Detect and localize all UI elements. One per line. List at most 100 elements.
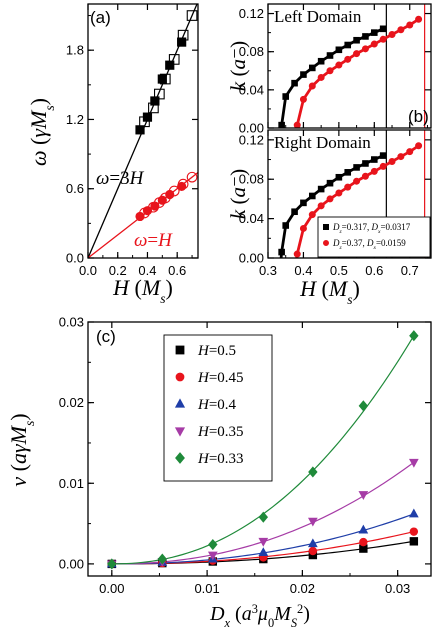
data-point xyxy=(317,73,325,81)
panel-c: 0.00 0.01 0.02 0.030.000.010.020.03(c)Dx (a… xyxy=(6,315,432,630)
panel-bt-title: Left Domain xyxy=(274,7,362,26)
data-point xyxy=(408,458,419,468)
panel-bt-ylabel: k (a⁻) xyxy=(226,41,250,91)
panel-b-xlabel-part: s xyxy=(347,292,352,307)
data-point xyxy=(258,537,269,547)
legend-entry: H=0.45 xyxy=(197,370,244,386)
data-point xyxy=(370,40,378,48)
legend-entry-part: =0.0159 xyxy=(376,238,406,248)
data-point xyxy=(282,93,290,100)
data-point xyxy=(168,54,180,65)
panel-c-ylabel-part: v xyxy=(6,477,31,487)
panel-bb-ylabel: k (a⁻) xyxy=(226,169,250,219)
panel-c-xlabel-part: D xyxy=(209,603,225,625)
panel-a-x-ticklabel: 0.6 xyxy=(168,263,186,278)
data-point xyxy=(409,527,419,536)
panel-bb-ylabel-part: ) xyxy=(226,169,250,176)
panel-c-y-ticklabel: 0.00 xyxy=(59,556,84,571)
data-point xyxy=(308,82,316,90)
panel-c-ylabel: v (aγMs) xyxy=(6,413,37,486)
annotation-omega-3h-part: ω xyxy=(96,168,109,189)
panel-a-y-ticklabel: 0.6 xyxy=(66,181,84,196)
panel-b-xlabel-part: M xyxy=(328,276,349,301)
panel-bb-ylabel-part: a xyxy=(226,187,250,198)
panel-a: 0.0 0.2 0.4 0.60.00.61.21.8(a)ω=3Hω=HH (Ms)… xyxy=(26,3,199,306)
legend-entry-part: H xyxy=(197,343,210,359)
legend-entry-part: H xyxy=(197,451,210,467)
annotation-omega-3h: ω=3H xyxy=(96,168,145,189)
panel-a-xlabel-part: ( xyxy=(129,275,142,300)
legend-marker xyxy=(175,345,185,355)
panel-b-right-domain: 0.3 0.4 0.5 0.6 0.7 0.00 0.04 0.08 0.12 Right Dom… xyxy=(226,129,432,307)
legend-entry-part: H xyxy=(197,424,210,440)
legend-entry-part: =0.35 xyxy=(209,424,244,440)
data-point xyxy=(371,156,378,163)
data-point xyxy=(353,50,361,58)
panel-bb-x-ticklabel: 0.7 xyxy=(401,263,419,278)
legend-entry-part: D xyxy=(371,222,379,232)
data-point xyxy=(388,158,396,166)
data-point xyxy=(353,164,360,171)
panel-a-xlabel-part: s xyxy=(160,291,165,306)
panel-bt-ylabel-part: ( xyxy=(226,70,250,82)
panel-bt-y-ticklabel: 0.08 xyxy=(239,44,264,59)
panel-c-y-ticklabel: 0.01 xyxy=(59,476,84,491)
data-point xyxy=(344,183,352,191)
data-point xyxy=(379,35,387,43)
panel-c-xlabel: Dx (a3μ0MS2) xyxy=(209,602,310,630)
panel-a-y-ticklabel: 1.2 xyxy=(66,112,84,127)
panel-c-x-ticklabel: 0.01 xyxy=(194,581,219,596)
panel-bb-y-ticklabel: 0.08 xyxy=(239,172,264,187)
panel-a-y-ticklabel: 1.8 xyxy=(66,43,84,58)
panel-c-xlabel-part: 0 xyxy=(268,616,274,630)
panel-c-legend: H=0.5H=0.45H=0.4H=0.35H=0.33 xyxy=(163,334,273,482)
panel-bt-frame xyxy=(267,3,432,129)
panel-c-label: (c) xyxy=(96,327,116,346)
data-point xyxy=(358,400,369,412)
data-point xyxy=(415,15,423,23)
panel-c-ylabel-part: ) xyxy=(6,413,31,420)
data-point xyxy=(154,88,165,100)
data-point xyxy=(379,162,387,170)
panel-c-xlabel-part: S xyxy=(291,616,297,630)
data-point xyxy=(362,160,369,167)
data-point xyxy=(353,177,361,185)
panel-a-xlabel-part: M xyxy=(141,275,162,300)
panel-bb-ylabel-part: ( xyxy=(226,198,250,210)
data-point xyxy=(379,152,387,159)
panel-b-xlabel-part: ( xyxy=(316,276,329,301)
legend-entry-part: D xyxy=(366,238,374,248)
panel-c-x-ticklabel: 0.03 xyxy=(385,581,410,596)
legend-entry-part: =0.0317 xyxy=(380,222,410,232)
legend-entry-part: =0.45 xyxy=(209,370,244,386)
panel-b-xlabel-part: H xyxy=(299,276,317,301)
panel-c-xlabel-part: 2 xyxy=(297,602,303,616)
panel-a-xlabel: H (Ms) xyxy=(112,275,173,306)
data-point xyxy=(408,508,419,518)
legend-entry: Dz=0.317, Dx=0.0317 xyxy=(332,222,411,235)
panel-a-plot xyxy=(88,4,198,258)
data-point xyxy=(282,222,290,229)
panel-bb-x-ticklabel: 0.6 xyxy=(365,263,383,278)
panel-a-ylabel-part: ω xyxy=(26,150,51,166)
data-point xyxy=(361,172,369,180)
panel-c-frame xyxy=(87,321,432,577)
panel-a-x-ticklabel: 0.4 xyxy=(138,263,156,278)
legend-marker xyxy=(174,398,186,408)
legend-entry-part: x xyxy=(377,229,381,235)
annotation-omega-3h-part: H xyxy=(129,168,145,189)
panel-bt-y-ticklabel: 0.04 xyxy=(239,82,264,97)
legend-entry-part: D xyxy=(332,222,340,232)
legend-marker xyxy=(175,372,185,382)
data-point xyxy=(308,211,316,219)
panel-c-xlabel-part: ) xyxy=(303,603,310,625)
panel-a-ylabel-part: ) xyxy=(26,98,51,105)
data-point xyxy=(335,173,343,181)
panel-bb-frame xyxy=(267,129,432,259)
data-point xyxy=(344,169,352,176)
legend-entry-part: x xyxy=(373,245,377,251)
panel-a-y-ticklabel: 0.0 xyxy=(66,251,84,266)
legend-entry: Dz=0.37, Dx=0.0159 xyxy=(332,238,406,251)
data-point xyxy=(409,537,419,546)
